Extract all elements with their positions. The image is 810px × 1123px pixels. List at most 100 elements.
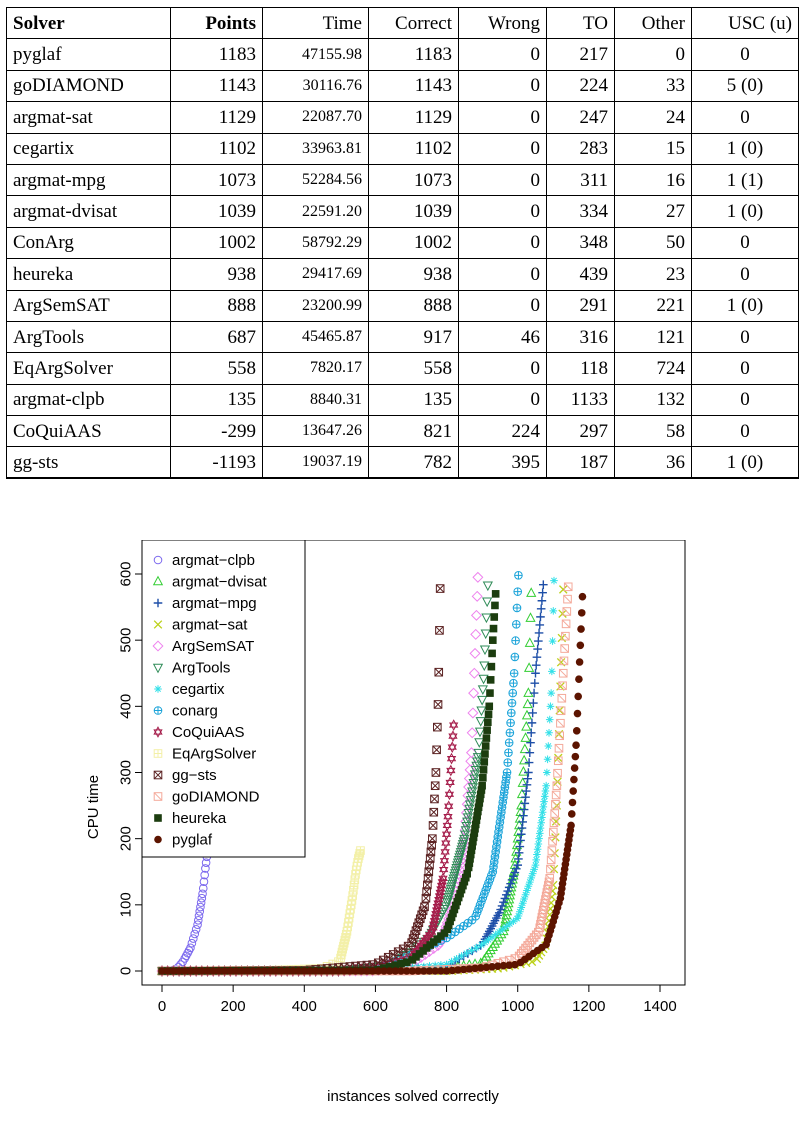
data-point [577, 609, 586, 617]
data-point [517, 777, 528, 787]
data-point [540, 797, 548, 806]
data-point [516, 836, 525, 845]
data-point [556, 682, 565, 691]
data-point [374, 967, 383, 975]
data-point [350, 875, 360, 884]
cell-wrong: 0 [458, 38, 547, 71]
data-point [476, 794, 484, 803]
data-point [514, 848, 524, 858]
data-point [385, 967, 394, 975]
data-point [494, 822, 504, 832]
data-point [501, 778, 510, 787]
data-point [497, 807, 506, 817]
data-point [563, 582, 573, 592]
y-tick-label: 400 [118, 694, 135, 719]
data-point [484, 710, 493, 719]
data-point [491, 590, 500, 598]
data-point [479, 773, 487, 782]
data-point [457, 952, 466, 960]
series-9 [157, 846, 365, 976]
cell-to: 224 [546, 69, 615, 103]
data-point [439, 863, 449, 876]
data-point [434, 667, 444, 677]
data-point [492, 842, 501, 852]
data-point [502, 768, 512, 777]
table-row: argmat-dvisat 1039 22591.20 1039 0 334 27 1 (0) [6, 195, 799, 228]
data-point [540, 792, 549, 801]
data-point [443, 810, 453, 823]
cell-solver: argmat-mpg [6, 163, 171, 197]
data-point [527, 874, 536, 882]
data-point [447, 957, 456, 966]
cell-solver: ArgSemSAT [6, 289, 171, 322]
data-point [435, 584, 445, 593]
data-point [467, 783, 479, 793]
data-point [430, 781, 440, 791]
data-point [397, 959, 405, 968]
data-point [546, 855, 556, 865]
data-point [488, 962, 496, 971]
data-point [476, 964, 485, 972]
data-point [232, 967, 240, 975]
legend-marker [154, 835, 162, 844]
data-point [473, 812, 481, 820]
legend-label: conarg [172, 703, 218, 720]
data-point [523, 687, 534, 697]
data-point [526, 587, 537, 597]
data-point [477, 685, 488, 695]
data-point [201, 864, 210, 873]
data-point [431, 961, 439, 970]
data-point [441, 828, 452, 841]
legend-marker [152, 640, 164, 652]
cell-other: 58 [614, 415, 692, 448]
cell-points: -1193 [170, 446, 263, 480]
table-row: goDIAMOND 1143 30116.76 1143 0 224 33 5 (0) [6, 69, 799, 103]
data-point [517, 823, 527, 833]
data-point [289, 967, 297, 975]
data-point [471, 590, 483, 602]
data-point [467, 787, 478, 798]
data-point [570, 764, 579, 772]
data-point [363, 967, 371, 975]
cell-time: 19037.19 [262, 446, 369, 480]
cell-correct: 1102 [368, 132, 459, 165]
data-point [523, 886, 531, 895]
cell-usc: 1 (1) [691, 163, 799, 197]
cell-usc: 0 [691, 258, 799, 291]
data-point [446, 917, 454, 926]
data-point [446, 764, 456, 777]
data-point [342, 927, 352, 936]
cell-points: 1073 [170, 163, 263, 197]
legend-label: argmat−sat [172, 617, 248, 634]
data-point [558, 585, 568, 594]
data-point [530, 865, 538, 874]
data-point [522, 780, 532, 790]
data-point [468, 667, 480, 679]
cell-solver: ConArg [6, 226, 171, 260]
data-point [472, 943, 481, 952]
data-point [449, 719, 459, 731]
data-point [430, 794, 439, 804]
data-point [397, 967, 405, 975]
cell-correct: 1039 [368, 195, 459, 228]
data-point [486, 689, 494, 697]
data-point [574, 692, 582, 701]
cell-other: 50 [614, 226, 692, 260]
header-solver: Solver [6, 6, 171, 40]
data-point [380, 967, 388, 975]
cpu-time-chart: 0 200 400 600 800 1000 1200 1400 0 100 200 300 400 5… [85, 540, 686, 1105]
data-point [460, 807, 472, 819]
data-point [489, 857, 499, 867]
data-point [545, 874, 555, 883]
data-point [516, 829, 526, 839]
legend-label: heureka [172, 810, 227, 827]
data-point [479, 645, 491, 656]
data-point [535, 829, 544, 838]
data-point [513, 860, 523, 870]
cell-time: 29417.69 [262, 258, 369, 291]
data-point [502, 890, 511, 900]
data-point [509, 668, 519, 678]
y-axis: 0 100 200 300 400 500 600 [118, 561, 143, 975]
data-point [428, 834, 437, 843]
data-point [468, 842, 476, 850]
